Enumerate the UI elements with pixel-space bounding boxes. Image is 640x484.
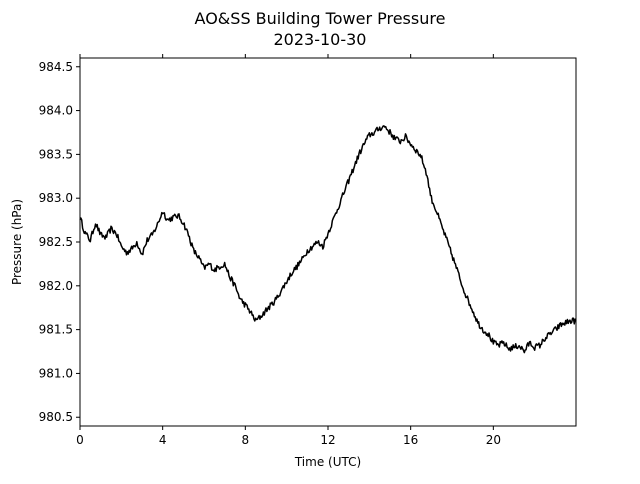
y-tick-label: 983.0 — [39, 191, 73, 205]
chart-subtitle: 2023-10-30 — [274, 30, 367, 49]
y-tick-label: 984.0 — [39, 104, 73, 118]
y-tick-label: 980.5 — [39, 410, 73, 424]
x-tick-label: 20 — [486, 433, 501, 447]
y-tick-label: 984.5 — [39, 60, 73, 74]
x-tick-label: 4 — [159, 433, 167, 447]
y-axis-label: Pressure (hPa) — [10, 199, 24, 285]
axes-frame — [79, 57, 577, 427]
x-tick-label: 16 — [403, 433, 418, 447]
x-axis-label: Time (UTC) — [294, 455, 361, 469]
y-tick-label: 981.0 — [39, 366, 73, 380]
x-tick-label: 12 — [320, 433, 335, 447]
x-tick-label: 8 — [242, 433, 250, 447]
x-tick-label: 0 — [76, 433, 84, 447]
y-tick-label: 982.0 — [39, 279, 73, 293]
y-tick-label: 983.5 — [39, 147, 73, 161]
y-tick-label: 982.5 — [39, 235, 73, 249]
pressure-series-line — [79, 125, 577, 354]
y-axis-ticks: 980.5 981.0 981.5 982.0 982.5 983.0 983.5 984.0… — [39, 60, 80, 424]
plot-area — [79, 125, 577, 354]
y-tick-label: 981.5 — [39, 323, 73, 337]
chart-title: AO&SS Building Tower Pressure — [195, 9, 446, 28]
x-axis-ticks: 0 4 8 12 16 20 — [76, 54, 501, 447]
